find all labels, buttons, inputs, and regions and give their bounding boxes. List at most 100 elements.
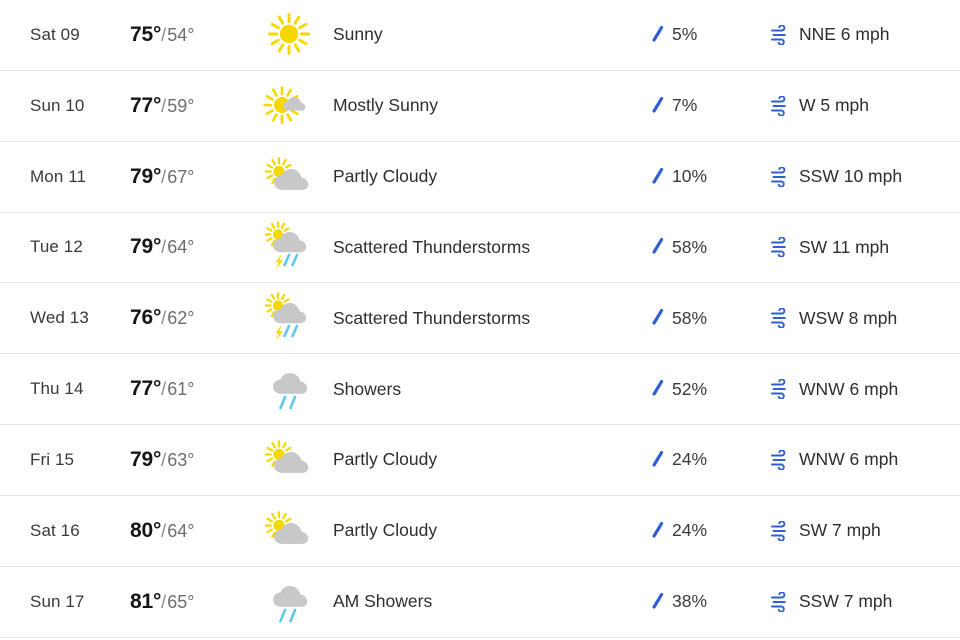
wind-info: SW 11 mph [770,237,960,258]
forecast-temperature: 79°/67° [130,165,255,189]
precipitation-chance: 58% [650,308,770,329]
high-degree-symbol: ° [152,447,162,471]
raindrop-icon [652,450,664,467]
high-degree-symbol: ° [152,93,162,117]
high-temperature: 75 [130,22,153,46]
sun-icon [255,11,323,59]
sun-behind-small-cloud-icon [255,82,323,130]
precipitation-value: 58% [672,307,708,328]
forecast-condition: Scattered Thunderstorms [333,236,531,257]
low-temperature: 54 [167,24,188,45]
low-degree-symbol: ° [187,166,195,187]
low-degree-symbol: ° [187,379,195,400]
forecast-condition: Scattered Thunderstorms [333,307,531,328]
high-degree-symbol: ° [152,235,162,259]
wind-icon [771,24,786,45]
forecast-day: Tue 12 [30,237,83,257]
precipitation-value: 58% [672,236,708,257]
temperature-separator: / [161,520,167,541]
precipitation-chance: 7% [650,95,770,116]
forecast-row[interactable]: Sat 09 75°/54° Sunny 5% NNE 6 mph [0,0,960,71]
wind-value: WNW 6 mph [799,449,899,470]
wind-icon [771,237,786,258]
low-temperature: 65 [167,591,188,612]
forecast-condition: Partly Cloudy [333,166,438,187]
low-degree-symbol: ° [187,591,195,612]
low-degree-symbol: ° [187,520,195,541]
temperature-separator: / [161,449,167,470]
raindrop-icon [652,309,664,325]
wind-icon [771,520,786,541]
wind-value: SW 11 mph [799,236,890,257]
forecast-row[interactable]: Thu 14 77°/61° Showers 52% WNW 6 mph [0,354,960,426]
wind-icon [771,449,786,470]
wind-icon [771,166,786,187]
wind-value: SW 7 mph [799,520,881,541]
precipitation-value: 24% [672,449,708,470]
forecast-row[interactable]: Fri 15 79°/63° Partly Cloudy 24% WNW 6 mph [0,425,960,496]
sun-behind-cloud-icon [255,153,323,201]
wind-info: SSW 10 mph [770,166,960,187]
raindrop-icon [652,25,664,42]
raindrop-icon [652,521,664,538]
forecast-condition: Partly Cloudy [333,449,438,470]
forecast-temperature: 80°/64° [130,519,255,543]
low-temperature: 67 [167,166,188,187]
forecast-day: Sun 10 [30,95,85,115]
cloud-rain-icon [255,363,323,415]
high-temperature: 77 [130,93,153,117]
forecast-row[interactable]: Sun 17 81°/65° AM Showers 38% SSW 7 mph [0,566,960,638]
forecast-temperature: 79°/64° [130,235,255,259]
wind-icon [771,379,786,400]
wind-icon [771,95,786,116]
low-temperature: 61 [167,379,188,400]
raindrop-icon [652,167,664,184]
high-degree-symbol: ° [152,377,162,401]
wind-icon [771,308,786,329]
wind-info: WNW 6 mph [770,379,960,400]
low-temperature: 62 [167,308,188,329]
forecast-row[interactable]: Sat 16 80°/64° Partly Cloudy 24% SW 7 mph [0,495,960,567]
forecast-row[interactable]: Wed 13 76°/62° Scattered Thunderstorms 58% W… [0,283,960,355]
temperature-separator: / [161,379,167,400]
low-degree-symbol: ° [187,308,195,329]
forecast-day: Thu 14 [30,379,84,399]
wind-info: WNW 6 mph [770,449,960,470]
wind-info: SSW 7 mph [770,591,960,612]
forecast-day: Sun 17 [30,591,85,611]
high-degree-symbol: ° [152,518,162,542]
low-degree-symbol: ° [187,449,195,470]
precipitation-chance: 58% [650,237,770,258]
forecast-day: Fri 15 [30,449,75,469]
precipitation-chance: 5% [650,24,770,45]
low-temperature: 59 [167,95,188,116]
raindrop-icon [652,238,664,255]
forecast-condition: Sunny [333,24,383,45]
temperature-separator: / [161,95,167,116]
forecast-row[interactable]: Tue 12 79°/64° Scattered Thunderstorms 58% S… [0,212,960,284]
wind-info: WSW 8 mph [770,308,960,329]
forecast-condition: Mostly Sunny [333,95,439,116]
precipitation-chance: 10% [650,166,770,187]
precipitation-value: 24% [672,520,708,541]
high-degree-symbol: ° [152,164,162,188]
precipitation-chance: 24% [650,520,770,541]
forecast-temperature: 77°/61° [130,377,255,401]
wind-value: WSW 8 mph [799,307,898,328]
high-degree-symbol: ° [152,22,162,46]
forecast-temperature: 75°/54° [130,23,255,47]
sun-behind-cloud-icon [255,436,323,484]
low-degree-symbol: ° [187,237,195,258]
wind-value: WNW 6 mph [799,378,899,399]
wind-value: SSW 7 mph [799,591,893,612]
precipitation-chance: 38% [650,591,770,612]
forecast-day: Wed 13 [30,308,89,328]
temperature-separator: / [161,24,167,45]
forecast-row[interactable]: Sun 10 77°/59° Mostly Sunny 7% W 5 mph [0,70,960,142]
high-temperature: 76 [130,306,153,330]
high-temperature: 79 [130,164,153,188]
forecast-temperature: 81°/65° [130,590,255,614]
forecast-row[interactable]: Mon 11 79°/67° Partly Cloudy 10% SSW 10 mph [0,141,960,213]
forecast-condition: AM Showers [333,591,433,612]
